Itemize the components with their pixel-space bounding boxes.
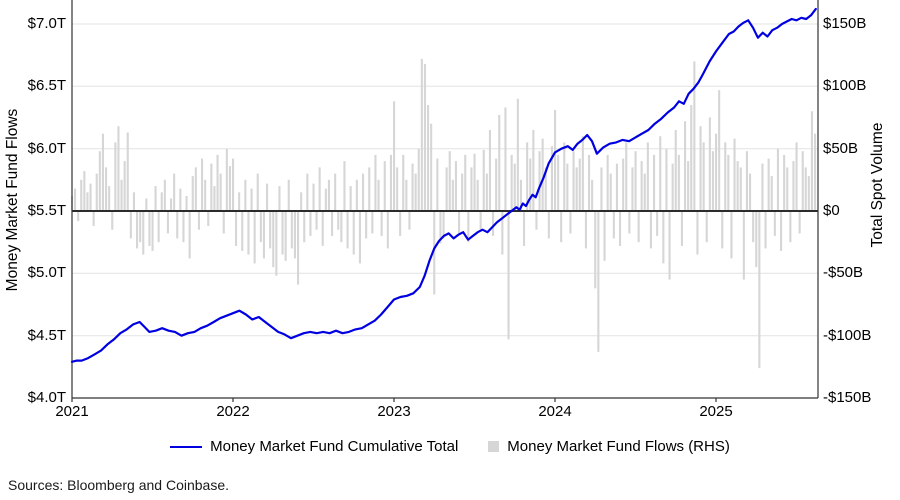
legend-square-marker-icon	[488, 441, 500, 452]
right-tick-label: $150B	[823, 14, 867, 32]
left-tick-label: $4.0T	[27, 389, 66, 406]
right-tick-label: -$150B	[823, 389, 872, 406]
right-tick-label: $100B	[823, 77, 867, 95]
x-tick-label: 2025	[699, 403, 733, 420]
flow-bars	[71, 58, 817, 369]
x-tick-label: 2022	[216, 403, 250, 420]
right-axis-title: Total Spot Volume	[869, 122, 886, 248]
left-tick-label: $6.0T	[27, 139, 66, 157]
source-note: Sources: Bloomberg and Coinbase.	[8, 477, 230, 493]
legend-label-fund-flows: Money Market Fund Flows (RHS)	[507, 438, 730, 455]
right-tick-label: $0	[823, 202, 840, 219]
left-tick-label: $4.5T	[27, 326, 66, 344]
left-tick-label: $7.0T	[27, 14, 66, 32]
legend: Money Market Fund Cumulative Total Money…	[0, 438, 900, 455]
left-tick-label: $6.5T	[27, 77, 66, 95]
x-tick-label: 2024	[538, 403, 572, 420]
legend-item-fund-flows: Money Market Fund Flows (RHS)	[488, 438, 730, 455]
cumulative-total-line	[70, 7, 817, 363]
legend-label-cumulative-total: Money Market Fund Cumulative Total	[210, 438, 459, 455]
legend-item-cumulative-total: Money Market Fund Cumulative Total	[170, 438, 458, 455]
axes	[71, 0, 819, 402]
left-tick-label: $5.0T	[27, 264, 66, 282]
legend-line-marker-icon	[170, 445, 203, 448]
right-tick-label: -$50B	[823, 264, 864, 282]
x-tick-label: 2023	[377, 403, 411, 420]
x-tick-label: 2021	[55, 403, 89, 420]
left-tick-label: $5.5T	[27, 201, 66, 219]
right-tick-label: -$100B	[823, 326, 872, 344]
right-tick-label: $50B	[823, 139, 859, 157]
